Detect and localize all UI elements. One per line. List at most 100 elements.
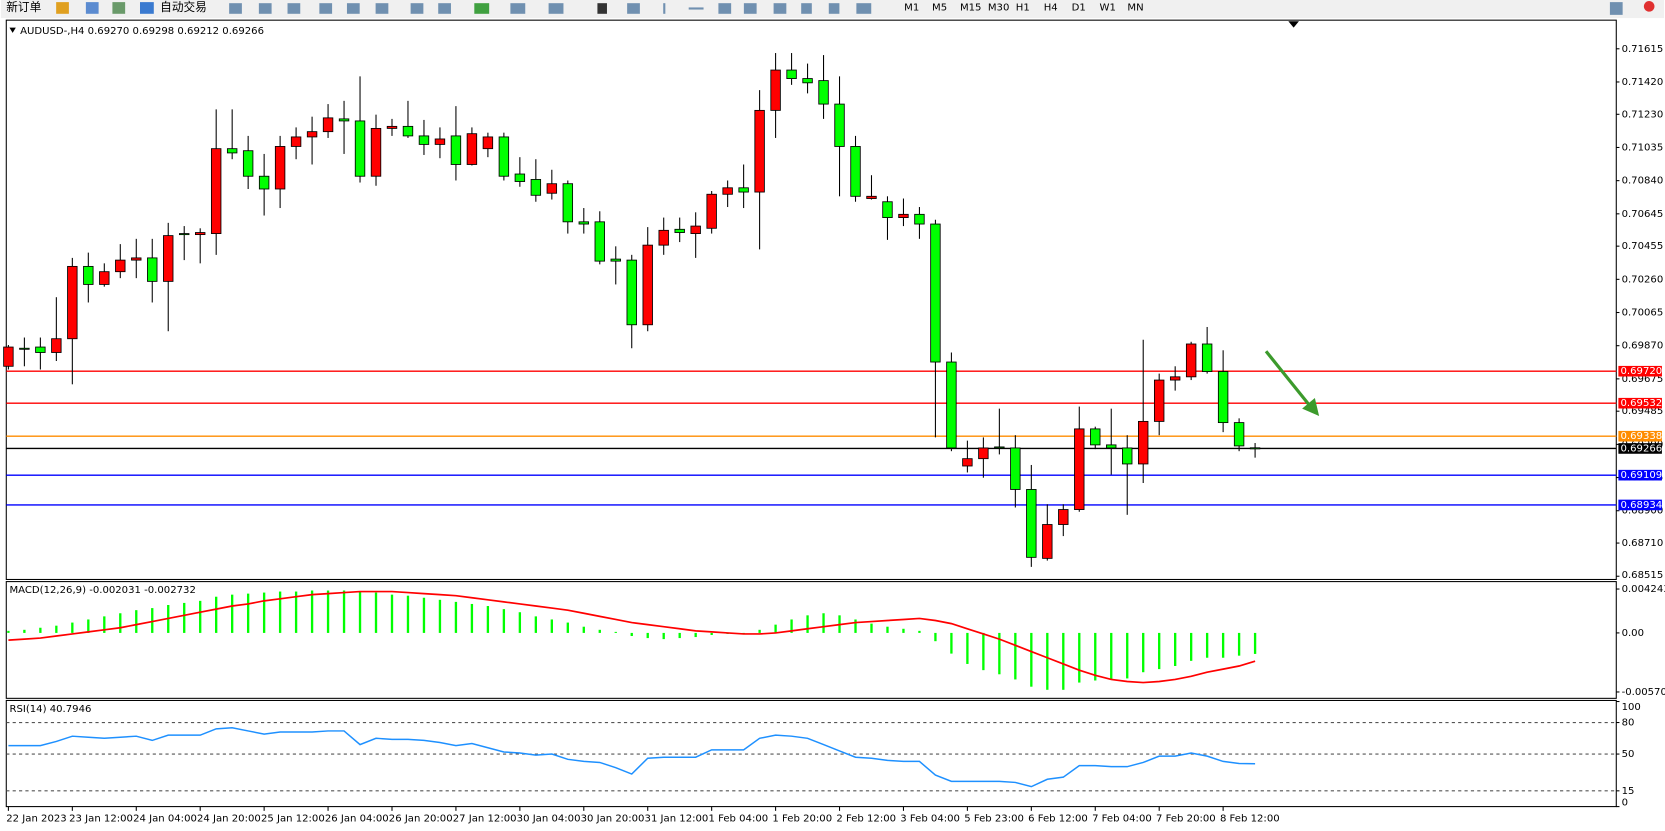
price-label: 0.69720 [1621,366,1663,377]
y-tick-label: 50 [1622,749,1635,760]
macd-title: MACD(12,26,9) -0.002031 -0.002732 [9,585,195,596]
candle-body [530,179,542,196]
price-label: 0.69532 [1621,398,1663,409]
x-tick-label: 26 Jan 20:00 [389,813,453,824]
candle-body [163,235,174,282]
search-icon[interactable] [1609,2,1623,15]
icon[interactable] [346,3,360,14]
candle-body [1058,509,1069,525]
candle-body [1185,343,1197,378]
timeframe-button[interactable]: W1 [1100,2,1116,13]
icon[interactable] [663,3,666,14]
price-label: 0.69109 [1621,470,1663,481]
candle-body [882,201,893,218]
candle-body [35,346,46,353]
candle-body [962,458,973,467]
candle-body [99,271,110,285]
icon[interactable] [375,3,389,14]
toolbar-button[interactable]: 新订单 [6,0,41,14]
timeframe-button[interactable]: H1 [1016,2,1030,13]
timeframe-button[interactable]: M1 [904,2,919,13]
icon[interactable] [319,3,333,14]
x-tick-label: 27 Jan 12:00 [453,813,517,824]
macd-panel-frame [5,581,1617,699]
icon[interactable] [801,3,812,14]
x-tick-label: 26 Jan 04:00 [325,813,389,824]
y-tick-label: -0.005709 [1622,687,1665,698]
candle-body [1201,343,1213,372]
icon[interactable] [718,3,732,14]
x-tick-label: 24 Jan 20:00 [197,813,261,824]
icon[interactable] [229,3,242,14]
x-tick-label: 30 Jan 04:00 [517,813,581,824]
y-tick-label: 0.00 [1622,628,1644,639]
candle-body [1217,371,1229,424]
icon[interactable] [438,3,451,14]
price-label: 0.69266 [1621,443,1663,454]
candle-body [1138,420,1149,465]
icon[interactable] [856,3,872,14]
icon[interactable] [410,3,424,14]
timeframe-button[interactable]: MN [1127,2,1143,13]
y-tick-label: 0.70645 [1622,209,1664,220]
candle-body [626,259,637,326]
icon[interactable] [597,3,607,14]
icon[interactable] [287,3,301,14]
x-tick-label: 22 Jan 2023 [6,813,66,824]
icon[interactable] [828,3,840,14]
x-tick-label: 7 Feb 20:00 [1156,813,1216,824]
candle-body [67,265,78,340]
candle-body [1026,489,1037,558]
x-tick-label: 7 Feb 04:00 [1092,813,1152,824]
candle-body [1122,447,1133,465]
icon[interactable] [56,2,69,14]
timeframe-button[interactable]: D1 [1072,2,1086,13]
candle-body [402,125,414,137]
price-label-bg [1618,469,1662,481]
symbol-menu-marker[interactable] [9,27,16,33]
icon[interactable] [140,2,154,14]
x-tick-label: 1 Feb 04:00 [708,813,768,824]
candle-body [690,225,701,234]
chart-title: AUDUSD-,H4 0.69270 0.69298 0.69212 0.692… [20,26,264,37]
candle-body [818,80,829,105]
candle-body [898,213,909,218]
candle-body [131,257,142,261]
icon[interactable] [258,3,272,14]
timeframe-button[interactable]: H4 [1044,2,1058,13]
icon[interactable] [112,2,126,14]
candle-body [994,446,1005,449]
candle-body [674,228,685,233]
x-tick-label: 31 Jan 12:00 [645,813,709,824]
candle-body [274,146,286,190]
price-label-bg [1618,397,1662,409]
icon[interactable] [85,2,99,14]
signal-line [8,590,1256,684]
y-tick-label: 0.70840 [1622,176,1664,187]
y-tick-label: 0.71615 [1622,44,1664,55]
timeframe-button[interactable]: M15 [960,2,982,13]
candle-body [562,183,574,223]
y-tick-label: 0.71420 [1622,77,1664,88]
toolbar-button[interactable]: 自动交易 [160,0,207,14]
icon[interactable] [510,3,526,14]
candle-body [1074,428,1085,510]
icon[interactable] [627,3,640,14]
timeframe-button[interactable]: M30 [988,2,1010,13]
candle-body [866,195,877,199]
candle-body [51,338,62,353]
icon[interactable] [548,3,564,14]
x-tick-label: 25 Jan 12:00 [261,813,325,824]
candle-body [370,127,382,177]
icon[interactable] [688,7,704,10]
icon[interactable] [474,3,490,14]
timeframe-button[interactable]: M5 [932,2,947,13]
icon[interactable] [773,3,787,14]
candle-body [1169,376,1181,381]
icon[interactable] [743,3,757,14]
x-tick-label: 1 Feb 20:00 [772,813,832,824]
candle-body [770,69,781,111]
notification-icon[interactable] [1643,1,1655,12]
